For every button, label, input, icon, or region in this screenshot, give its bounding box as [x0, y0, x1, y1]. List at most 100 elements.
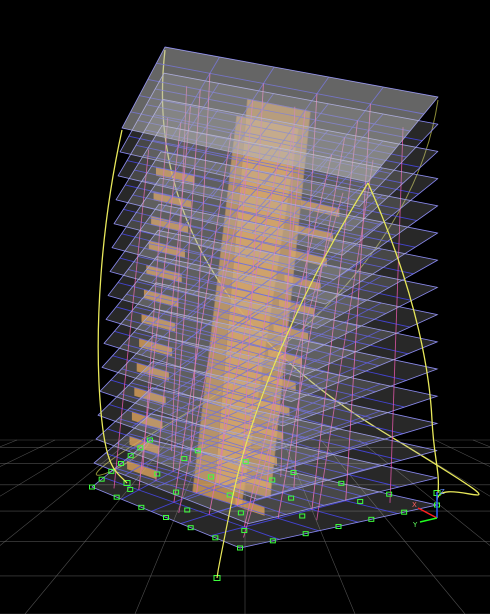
beam-line — [107, 428, 294, 490]
beam-line — [121, 452, 208, 500]
ground-grid-line — [320, 439, 466, 614]
beam-line — [151, 465, 265, 512]
beam-line — [289, 194, 383, 269]
column-line — [113, 149, 150, 489]
beam-line — [174, 332, 269, 392]
column-line — [155, 106, 192, 481]
beam-line — [231, 410, 381, 464]
support-icon — [154, 471, 161, 477]
beam-line — [141, 371, 403, 435]
support-icon — [290, 470, 297, 475]
beam-line — [133, 331, 376, 393]
beam-line — [145, 294, 409, 355]
x-axis-arrow — [417, 507, 438, 519]
column-line — [265, 110, 306, 497]
beam-line — [105, 452, 287, 515]
beam-line — [197, 199, 272, 271]
floor-slab — [111, 177, 439, 305]
column-line — [172, 89, 201, 472]
column-line — [173, 133, 232, 503]
beam-line — [123, 343, 345, 404]
beam-line — [144, 267, 214, 332]
beam-line — [150, 191, 416, 248]
beam-line — [147, 241, 215, 308]
floor-slabs — [91, 46, 439, 549]
shear-wall-block — [141, 313, 176, 332]
beam-line — [210, 491, 380, 537]
beam-line — [164, 385, 267, 440]
ground-grid-line — [0, 439, 18, 448]
y-axis-label: Y — [412, 521, 418, 529]
support-icon — [212, 535, 219, 541]
beam-line — [108, 404, 301, 465]
support-icon — [207, 474, 214, 480]
beam-line — [127, 399, 210, 452]
column-line — [171, 86, 188, 452]
base-supports — [89, 437, 441, 581]
beam-line — [192, 226, 271, 295]
support-icon — [269, 477, 276, 483]
y-axis-arrow — [419, 517, 438, 523]
floor-slab — [105, 256, 439, 378]
beam-line — [135, 306, 380, 367]
floor-slab — [115, 125, 439, 256]
support-icon — [173, 489, 180, 495]
support-icon — [194, 448, 201, 454]
support-icon — [299, 513, 306, 519]
support-icon — [226, 492, 233, 498]
floor-slab — [103, 282, 439, 402]
ground-grid-line — [358, 439, 490, 546]
support-icon — [113, 494, 120, 500]
ground-grid-line — [396, 439, 490, 497]
support-icon — [181, 456, 188, 462]
support-icon — [302, 531, 309, 537]
beam-line — [224, 437, 381, 488]
beam-line — [151, 215, 216, 284]
shear-wall-block — [251, 422, 284, 442]
beam-line — [134, 347, 211, 404]
beam-line — [157, 162, 217, 236]
shear-wall-block — [146, 264, 182, 283]
shear-wall-block — [148, 240, 185, 259]
column-line — [208, 143, 282, 515]
support-icon — [138, 504, 145, 510]
beam-line — [118, 418, 330, 481]
beam-line — [140, 397, 402, 461]
beam-line — [216, 317, 326, 379]
beam-line — [140, 205, 393, 262]
beam-line — [239, 383, 381, 439]
support-icon — [89, 484, 95, 490]
beam-line — [131, 373, 211, 428]
support-icon — [184, 507, 191, 513]
support-icon — [357, 498, 364, 504]
beam-line — [192, 424, 324, 476]
floor-slab — [95, 387, 438, 500]
support-icon — [98, 476, 105, 482]
floor-slab — [101, 308, 439, 427]
shear-wall-block — [131, 411, 163, 430]
shear-wall-block — [273, 323, 309, 342]
shear-wall-block — [284, 274, 321, 292]
support-icon — [237, 545, 243, 551]
beam-line — [155, 438, 266, 488]
beam-line — [282, 221, 383, 294]
beam-line — [136, 281, 383, 341]
x-axis-label: X — [412, 501, 417, 509]
axis-triad: X Y Z — [412, 488, 445, 529]
support-icon — [241, 528, 248, 534]
column-line — [142, 117, 169, 470]
beam-line — [186, 451, 323, 500]
beam-line — [152, 139, 419, 195]
beam-line — [180, 478, 323, 525]
beam-line — [275, 248, 383, 318]
deformed-curve-front — [367, 182, 440, 494]
beam-line — [115, 467, 319, 532]
support-icon — [288, 495, 295, 501]
beam-line — [198, 398, 324, 452]
shear-wall-block — [279, 298, 315, 317]
floor-slab — [121, 46, 439, 183]
floor-slab — [113, 151, 439, 280]
ground-grid-line — [472, 439, 490, 448]
